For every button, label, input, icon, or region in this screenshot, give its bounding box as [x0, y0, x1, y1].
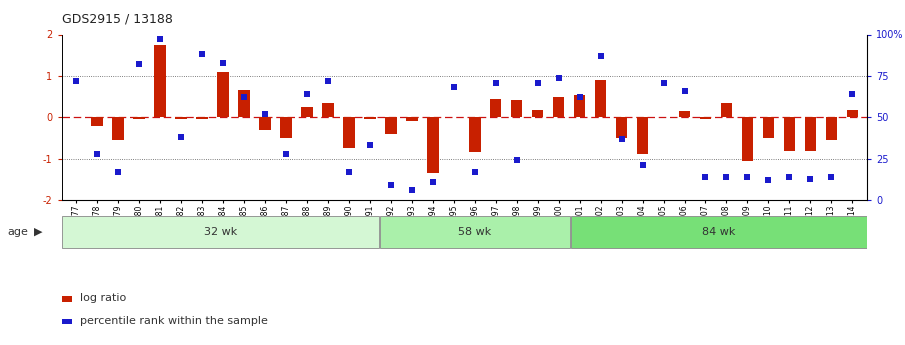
- Bar: [196, 117, 208, 119]
- Text: 84 wk: 84 wk: [702, 227, 735, 237]
- Bar: [615, 117, 627, 138]
- Bar: [825, 117, 837, 140]
- Bar: [532, 110, 543, 117]
- Point: [425, 179, 440, 185]
- Bar: [595, 80, 606, 117]
- Point: [279, 151, 293, 157]
- Bar: [364, 117, 376, 119]
- Point: [614, 136, 629, 141]
- Bar: [700, 117, 711, 119]
- Bar: [805, 117, 816, 151]
- Text: age: age: [7, 227, 28, 237]
- Bar: [469, 117, 481, 152]
- Bar: [259, 117, 271, 130]
- Bar: [176, 117, 186, 119]
- Point: [195, 52, 209, 57]
- Point: [699, 174, 713, 180]
- Point: [740, 174, 755, 180]
- Point: [468, 169, 482, 175]
- Point: [258, 111, 272, 117]
- Point: [551, 75, 566, 80]
- Point: [363, 143, 377, 148]
- Bar: [238, 90, 250, 117]
- Text: ▶: ▶: [34, 227, 43, 237]
- Bar: [322, 103, 334, 117]
- Bar: [742, 117, 753, 161]
- Point: [782, 174, 796, 180]
- Bar: [343, 117, 355, 148]
- Point: [530, 80, 545, 85]
- Point: [489, 80, 503, 85]
- Bar: [637, 117, 648, 154]
- Bar: [720, 103, 732, 117]
- Text: GDS2915 / 13188: GDS2915 / 13188: [62, 12, 173, 25]
- Bar: [679, 111, 691, 117]
- Point: [237, 95, 252, 100]
- Bar: [155, 45, 166, 117]
- Bar: [91, 117, 103, 126]
- Point: [824, 174, 839, 180]
- Point: [69, 78, 83, 83]
- Point: [384, 183, 398, 188]
- Bar: [386, 117, 396, 134]
- Point: [320, 78, 335, 83]
- Text: log ratio: log ratio: [80, 294, 126, 303]
- Point: [510, 158, 524, 163]
- Bar: [112, 117, 124, 140]
- Point: [111, 169, 126, 175]
- Text: 32 wk: 32 wk: [204, 227, 237, 237]
- Point: [635, 162, 650, 168]
- Text: percentile rank within the sample: percentile rank within the sample: [80, 316, 268, 326]
- Point: [656, 80, 671, 85]
- Point: [719, 174, 734, 180]
- Text: 58 wk: 58 wk: [458, 227, 491, 237]
- Point: [803, 176, 817, 181]
- Bar: [553, 97, 565, 117]
- Bar: [784, 117, 795, 151]
- Point: [446, 85, 461, 90]
- Bar: [574, 95, 586, 117]
- FancyBboxPatch shape: [380, 216, 570, 248]
- Point: [572, 95, 586, 100]
- Point: [215, 60, 230, 66]
- Point: [132, 61, 147, 67]
- Bar: [427, 117, 439, 173]
- Bar: [763, 117, 774, 138]
- Bar: [490, 99, 501, 117]
- Point: [845, 91, 860, 97]
- Point: [405, 187, 419, 193]
- Bar: [511, 100, 522, 117]
- FancyBboxPatch shape: [62, 216, 379, 248]
- Point: [90, 151, 104, 157]
- Point: [594, 53, 608, 59]
- Bar: [846, 110, 858, 117]
- Point: [174, 135, 188, 140]
- Point: [300, 91, 314, 97]
- Bar: [133, 117, 145, 119]
- Bar: [406, 117, 417, 121]
- Point: [677, 88, 691, 93]
- Bar: [217, 72, 229, 117]
- FancyBboxPatch shape: [571, 216, 867, 248]
- Point: [761, 177, 776, 183]
- Bar: [301, 107, 313, 117]
- Point: [342, 169, 357, 175]
- Bar: [281, 117, 291, 138]
- Point: [153, 37, 167, 42]
